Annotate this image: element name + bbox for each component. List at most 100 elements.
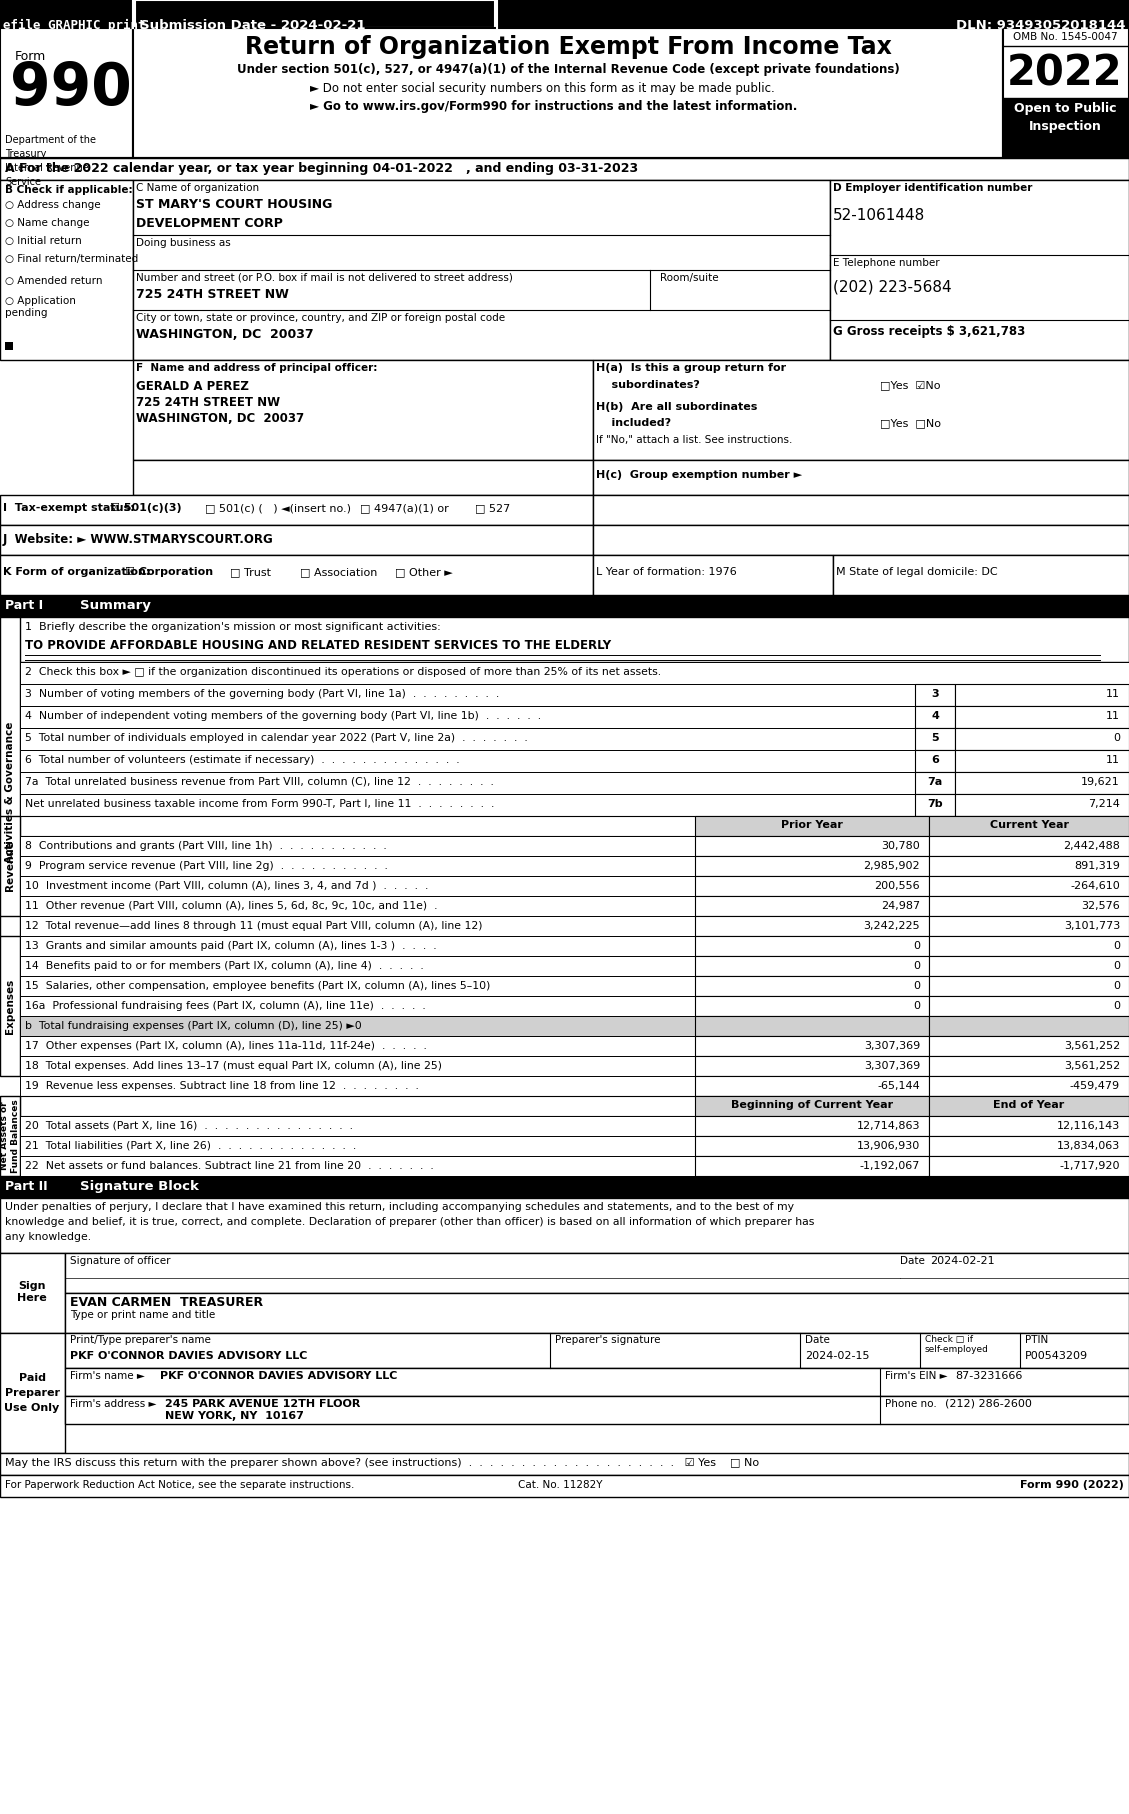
Text: ○ Initial return: ○ Initial return <box>5 236 81 247</box>
Bar <box>0 1333 65 1453</box>
Text: □ 4947(a)(1) or: □ 4947(a)(1) or <box>360 502 448 513</box>
Bar <box>929 1096 1129 1116</box>
Text: GERALD A PEREZ: GERALD A PEREZ <box>135 379 248 394</box>
Bar <box>20 1056 1129 1076</box>
Text: 2  Check this box ► □ if the organization discontinued its operations or dispose: 2 Check this box ► □ if the organization… <box>25 668 662 677</box>
Bar <box>0 936 20 1076</box>
Bar <box>20 773 1129 795</box>
Bar <box>929 1016 1129 1036</box>
Bar <box>20 1156 1129 1175</box>
Text: 200,556: 200,556 <box>874 882 920 891</box>
Text: ► Go to www.irs.gov/Form990 for instructions and the latest information.: ► Go to www.irs.gov/Form990 for instruct… <box>310 100 797 112</box>
Bar <box>0 555 593 595</box>
Text: Prior Year: Prior Year <box>781 820 843 831</box>
Text: If "No," attach a list. See instructions.: If "No," attach a list. See instructions… <box>596 435 793 444</box>
Text: 6  Total number of volunteers (estimate if necessary)  .  .  .  .  .  .  .  .  .: 6 Total number of volunteers (estimate i… <box>25 755 460 766</box>
Bar <box>133 359 593 461</box>
Bar <box>695 976 929 996</box>
Bar <box>914 727 955 749</box>
Bar <box>20 896 1129 916</box>
Text: Phone no.: Phone no. <box>885 1399 937 1409</box>
Bar <box>1003 27 1129 158</box>
Text: L Year of formation: 1976: L Year of formation: 1976 <box>596 568 737 577</box>
Bar <box>695 836 929 856</box>
Bar <box>20 876 1129 896</box>
Text: 3,101,773: 3,101,773 <box>1064 922 1120 931</box>
Text: (212) 286-2600: (212) 286-2600 <box>945 1399 1032 1409</box>
Bar <box>695 876 929 896</box>
Text: K Form of organization:: K Form of organization: <box>3 568 150 577</box>
Text: M State of legal domicile: DC: M State of legal domicile: DC <box>835 568 998 577</box>
Bar <box>0 617 1129 662</box>
Text: Return of Organization Exempt From Income Tax: Return of Organization Exempt From Incom… <box>245 34 892 60</box>
Text: (202) 223-5684: (202) 223-5684 <box>833 279 952 296</box>
Bar <box>695 1156 929 1175</box>
Text: Preparer's signature: Preparer's signature <box>555 1335 660 1344</box>
Text: 7b: 7b <box>927 798 943 809</box>
Bar <box>695 1136 929 1156</box>
Text: 0: 0 <box>913 981 920 990</box>
Text: □Yes  □No: □Yes □No <box>879 417 940 428</box>
Bar <box>133 461 593 495</box>
Bar <box>0 524 593 555</box>
Text: 13,834,063: 13,834,063 <box>1057 1141 1120 1152</box>
Text: 11: 11 <box>1106 755 1120 766</box>
Text: 3: 3 <box>931 689 939 698</box>
Bar <box>0 0 1129 27</box>
Text: ○ Final return/terminated: ○ Final return/terminated <box>5 254 138 265</box>
Bar <box>20 836 1129 856</box>
Bar <box>929 1076 1129 1096</box>
Text: 4: 4 <box>931 711 939 720</box>
Text: ○ Amended return: ○ Amended return <box>5 276 103 287</box>
Text: 11: 11 <box>1106 689 1120 698</box>
Text: □ Other ►: □ Other ► <box>395 568 453 577</box>
Text: □ 527: □ 527 <box>475 502 510 513</box>
Text: Paid
Preparer
Use Only: Paid Preparer Use Only <box>5 1373 60 1413</box>
Bar <box>133 180 830 359</box>
Text: -1,717,920: -1,717,920 <box>1059 1161 1120 1172</box>
Text: -264,610: -264,610 <box>1070 882 1120 891</box>
Bar <box>0 1175 1129 1197</box>
Bar <box>0 158 1129 180</box>
Bar <box>914 706 955 727</box>
Bar <box>1003 98 1129 158</box>
Text: 3,242,225: 3,242,225 <box>864 922 920 931</box>
Text: Date: Date <box>900 1255 925 1266</box>
Bar <box>20 996 1129 1016</box>
Text: Part II: Part II <box>5 1179 47 1194</box>
Bar <box>695 1096 929 1116</box>
Text: □ 501(c) (   ) ◄(insert no.): □ 501(c) ( ) ◄(insert no.) <box>205 502 351 513</box>
Bar <box>20 956 1129 976</box>
Bar <box>914 684 955 706</box>
Text: 13  Grants and similar amounts paid (Part IX, column (A), lines 1-3 )  .  .  .  : 13 Grants and similar amounts paid (Part… <box>25 941 437 951</box>
Text: 0: 0 <box>1113 941 1120 951</box>
Text: 2024-02-21: 2024-02-21 <box>930 1255 995 1266</box>
Text: 12  Total revenue—add lines 8 through 11 (must equal Part VIII, column (A), line: 12 Total revenue—add lines 8 through 11 … <box>25 922 482 931</box>
Text: Date: Date <box>805 1335 830 1344</box>
Text: 0: 0 <box>1113 981 1120 990</box>
Bar <box>0 1253 65 1333</box>
Text: 0: 0 <box>913 1001 920 1010</box>
Bar <box>20 1096 1129 1116</box>
Bar <box>695 996 929 1016</box>
Bar <box>65 1397 1129 1424</box>
Bar <box>0 617 20 967</box>
Text: Department of the
Treasury
Internal Revenue
Service: Department of the Treasury Internal Reve… <box>5 134 96 187</box>
Text: 2024-02-15: 2024-02-15 <box>805 1351 869 1360</box>
Bar <box>955 795 1129 816</box>
Bar <box>0 1096 20 1175</box>
Text: OMB No. 1545-0047: OMB No. 1545-0047 <box>1013 33 1118 42</box>
Text: 52-1061448: 52-1061448 <box>833 209 926 223</box>
Text: 0: 0 <box>1113 961 1120 970</box>
Bar <box>695 896 929 916</box>
Text: 15  Salaries, other compensation, employee benefits (Part IX, column (A), lines : 15 Salaries, other compensation, employe… <box>25 981 490 990</box>
Bar <box>695 1016 929 1036</box>
Text: Number and street (or P.O. box if mail is not delivered to street address): Number and street (or P.O. box if mail i… <box>135 272 513 283</box>
Text: 0: 0 <box>913 961 920 970</box>
Text: Current Year: Current Year <box>989 820 1068 831</box>
Text: Room/suite: Room/suite <box>660 272 719 283</box>
Bar <box>135 0 495 27</box>
Bar <box>929 916 1129 936</box>
Bar <box>695 856 929 876</box>
Text: B Check if applicable:: B Check if applicable: <box>5 185 132 194</box>
